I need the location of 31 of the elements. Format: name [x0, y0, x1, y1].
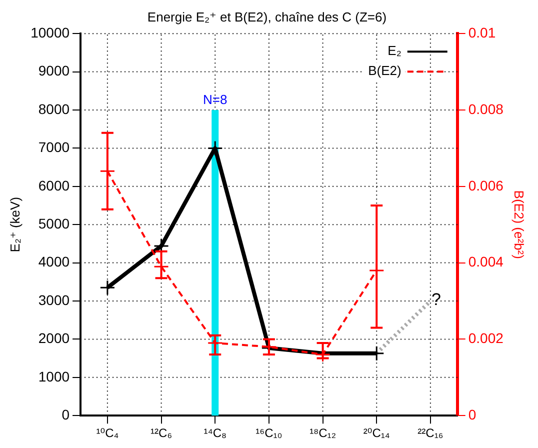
chart-title: Energie E₂⁺ et B(E2), chaîne des C (Z=6): [147, 9, 387, 24]
x-tick-label: ¹⁸C₁₂: [310, 426, 336, 440]
ref-line-label: N=8: [203, 92, 228, 108]
y2-tick-label: 0.004: [468, 254, 504, 270]
legend-label: E₂: [388, 43, 402, 58]
y-axis-title: E₂⁺ (keV): [7, 196, 22, 252]
x-tick-label: ²²C₁₆: [418, 426, 444, 440]
y-tick-label: 10000: [30, 24, 70, 40]
x-tick-label: ¹⁴C₈: [204, 426, 227, 440]
x-tick-label: ¹⁰C₄: [96, 426, 119, 440]
y-tick-label: 0: [62, 406, 70, 422]
x-tick-label: ¹²C₆: [150, 426, 172, 440]
y-tick-label: 9000: [38, 62, 70, 79]
y-tick-label: 4000: [38, 254, 70, 270]
x-tick-label: ²⁰C₁₄: [363, 426, 390, 440]
y2-axis-title: B(E2) (e²b²): [512, 190, 527, 259]
y-tick-label: 3000: [38, 292, 70, 308]
y2-tick-label: 0.01: [468, 24, 496, 40]
y2-tick-label: 0.002: [468, 330, 504, 346]
y-tick-label: 6000: [38, 177, 70, 194]
y-tick-label: 7000: [38, 139, 70, 156]
x-tick-label: ¹⁶C₁₀: [256, 426, 282, 440]
y2-tick-label: 0.006: [468, 177, 504, 194]
y-tick-label: 1000: [38, 368, 70, 384]
y-tick-label: 2000: [38, 330, 70, 346]
annotation: ?: [431, 290, 441, 310]
y2-tick-label: 0.008: [468, 100, 504, 117]
y2-tick-label: 0: [468, 406, 476, 422]
y-tick-label: 8000: [38, 100, 70, 117]
legend-label: B(E2): [368, 63, 402, 78]
y-tick-label: 5000: [38, 215, 70, 232]
